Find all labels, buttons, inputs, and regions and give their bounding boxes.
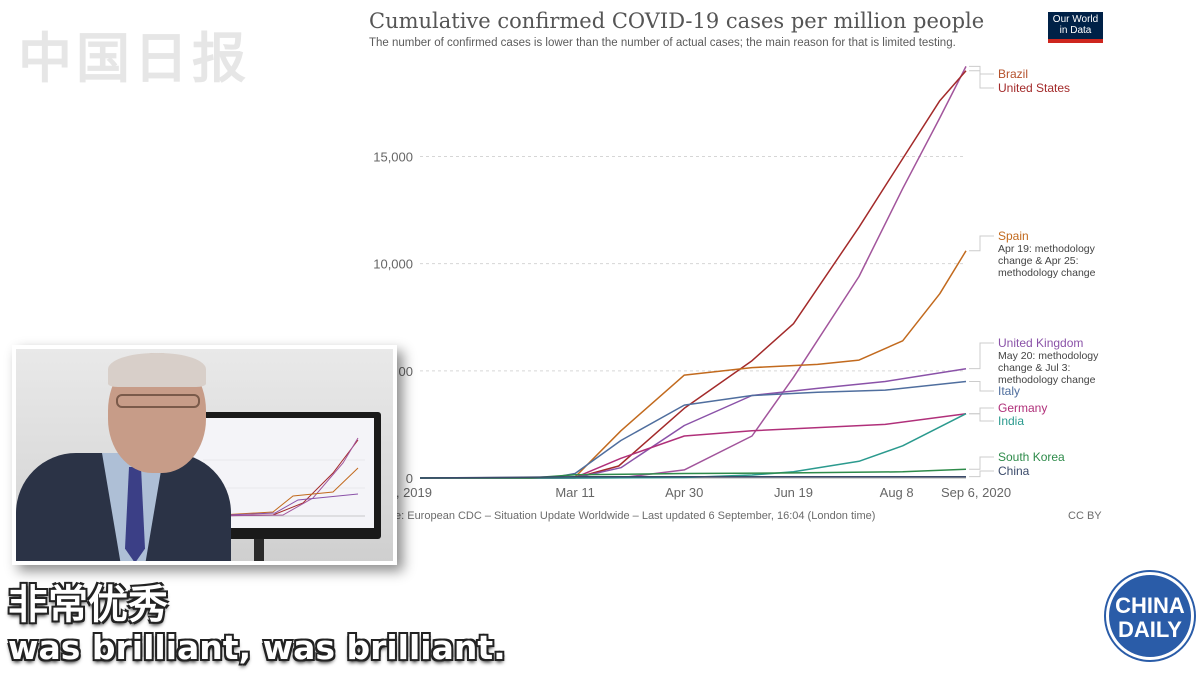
china-daily-logo-line2: DAILY [1118,617,1182,642]
legend-label: Brazil [998,67,1028,81]
series-line-brazil [420,66,967,479]
y-tick-label: 00 [399,364,413,379]
owid-logo-line2: in Data [1059,24,1092,36]
x-tick-label: Aug 8 [880,485,914,500]
legend-annotation: change & Jul 3: [998,362,1070,374]
legend-leader-line [969,470,994,478]
legend-annotation: methodology change [998,374,1096,386]
legend-annotation: change & Apr 25: [998,255,1079,267]
legend-annotation: methodology change [998,267,1096,279]
chinese-subtitle: 非常优秀 [8,582,168,628]
chart-source-note: e: European CDC – Situation Update World… [395,510,876,522]
chart-title: Cumulative confirmed COVID-19 cases per … [369,9,985,33]
legend-label: United States [998,81,1070,95]
legend-annotation: Apr 19: methodology [998,243,1096,255]
presenter-glasses [116,394,200,408]
english-subtitle: was brilliant, was brilliant. [8,628,506,667]
x-tick-label: Mar 11 [555,485,595,500]
legend-leader-line [969,381,994,392]
our-world-in-data-logo: Our World in Data [1048,12,1103,43]
series-line-spain [420,250,967,479]
china-daily-logo-line1: CHINA [1115,593,1185,618]
y-tick-label: 0 [406,471,413,486]
legend-label: Italy [998,384,1020,398]
china-daily-logo: CHINA DAILY [1106,572,1194,660]
presenter-video-image [16,349,393,561]
legend-leader-line [969,235,994,252]
legend-label: Germany [998,401,1047,415]
legend-leader-line [969,65,994,75]
legend-leader-line [969,456,994,470]
series-line-india [420,413,967,479]
x-tick-label: Apr 30 [665,485,703,500]
y-tick-label: 10,000 [373,257,413,272]
series-line-germany [419,412,967,479]
legend-leader-line [969,342,994,370]
series-line-united-kingdom [420,367,967,479]
legend-label: India [998,414,1024,428]
legend-label: United Kingdom [998,336,1083,350]
x-tick-label: Jun 19 [774,485,813,500]
presenter-video-inset [12,345,397,565]
series-line-china [419,475,967,479]
tv-stand [254,539,264,561]
legend-annotation: May 20: methodology [998,350,1099,362]
legend-leader-line [969,413,994,422]
legend-leader-line [969,70,994,89]
owid-logo-line1: Our World [1052,14,1099,25]
legend-label: Spain [998,229,1029,243]
china-daily-watermark: 中国日报 [18,26,250,90]
series-line-united-states [420,70,967,479]
chart-license: CC BY [1068,510,1102,522]
chart-subtitle: The number of confirmed cases is lower t… [369,37,956,49]
presenter-tie [125,467,145,561]
x-tick-label: Sep 6, 2020 [941,485,1011,500]
tv-monitor [186,412,381,539]
legend-leader-line [969,407,994,415]
presenter-hair [108,353,206,387]
series-line-italy [419,380,967,479]
legend-label: China [998,464,1030,478]
legend-label: South Korea [998,450,1065,464]
y-tick-label: 15,000 [373,149,413,164]
